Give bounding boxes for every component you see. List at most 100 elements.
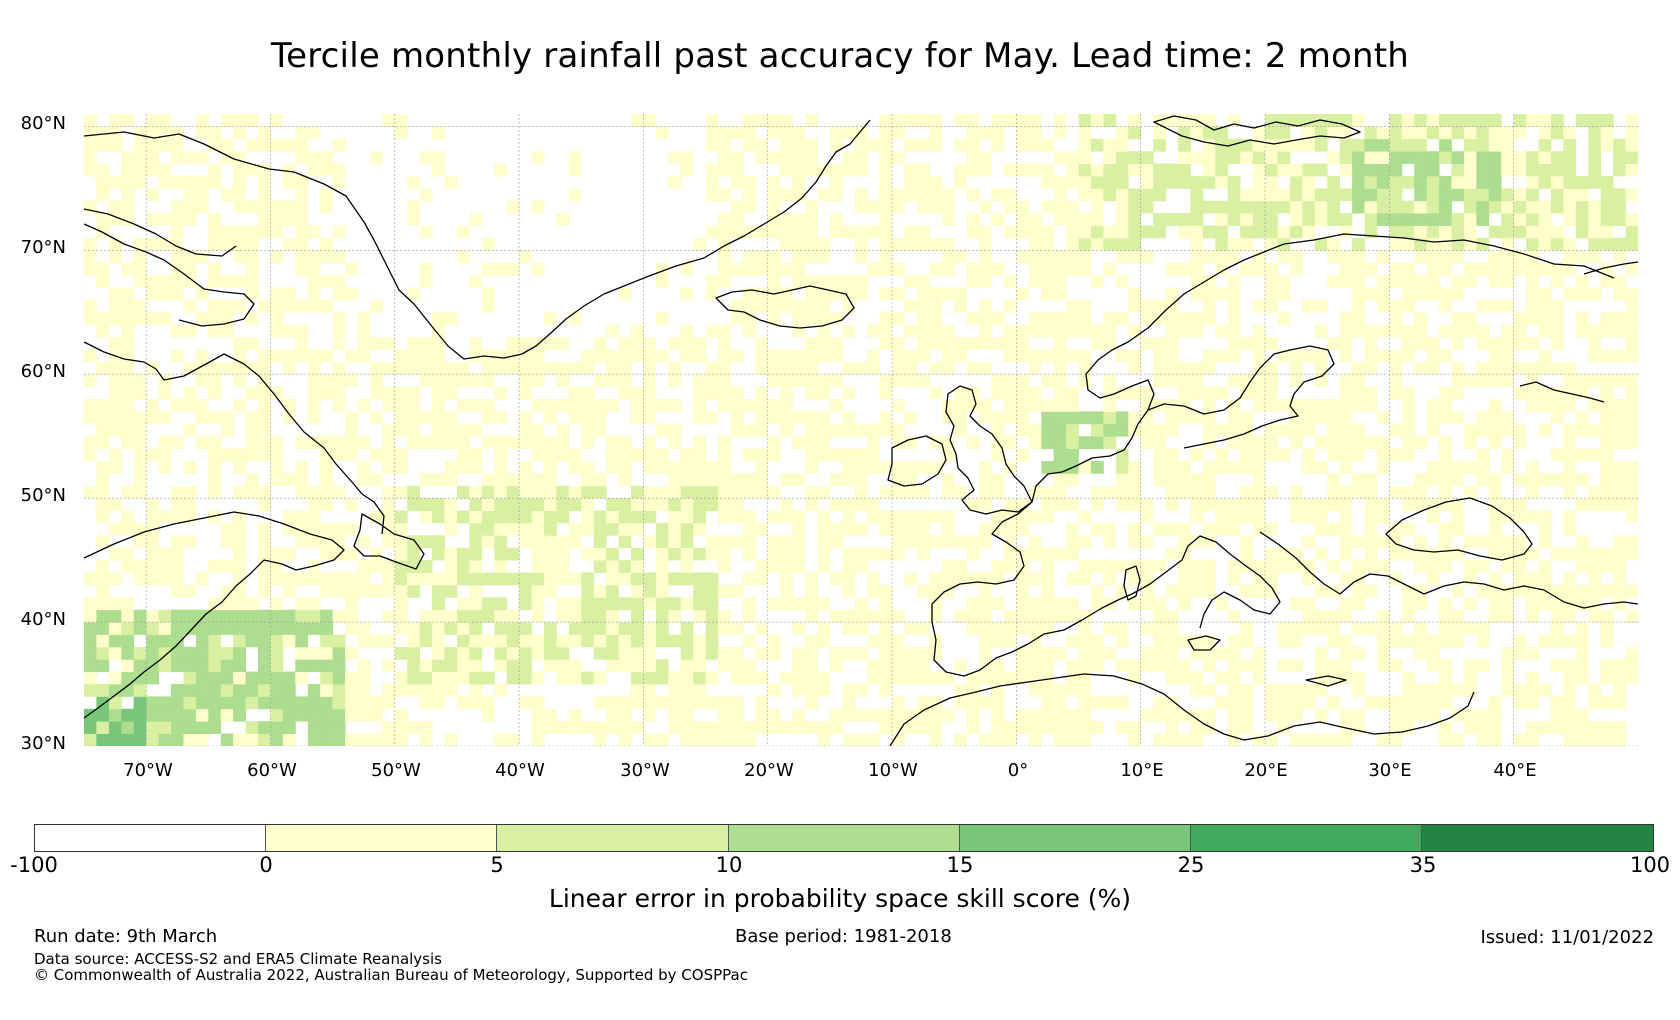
skill-cell [705, 597, 719, 611]
skill-cell [805, 349, 818, 363]
skill-cell [1339, 349, 1353, 363]
skill-cell [1314, 200, 1328, 214]
skill-cell [1289, 138, 1303, 152]
skill-cell [1526, 684, 1539, 697]
skill-cell [84, 163, 97, 177]
skill-cell [929, 138, 943, 152]
skill-cell [345, 287, 358, 301]
skill-cell [1115, 386, 1129, 400]
skill-cell [1240, 634, 1253, 648]
skill-cell [718, 609, 731, 623]
skill-cell [805, 151, 818, 164]
colorbar-tick: 0 [259, 853, 273, 877]
skill-cell [332, 399, 346, 412]
skill-cell [1016, 386, 1030, 400]
skill-cell [84, 708, 97, 722]
skill-cell [84, 299, 97, 313]
skill-cell [730, 498, 744, 511]
skill-cell [1240, 498, 1253, 511]
skill-cell [1439, 684, 1452, 697]
skill-cell [295, 634, 309, 648]
skill-cell [904, 374, 918, 387]
skill-cell [1165, 374, 1179, 387]
skill-cell [1128, 324, 1142, 338]
skill-cell [96, 436, 110, 449]
skill-cell [1339, 597, 1353, 611]
skill-cell [1538, 138, 1552, 152]
skill-cell [892, 374, 905, 387]
skill-cell [1464, 163, 1477, 177]
skill-cell [171, 721, 184, 734]
skill-cell [593, 535, 607, 549]
skill-cell [345, 547, 358, 561]
skill-cell [121, 485, 135, 499]
skill-cell [606, 522, 619, 536]
skill-score-map[interactable] [84, 114, 1638, 746]
skill-cell [655, 634, 669, 648]
skill-cell [1227, 114, 1241, 127]
skill-cell [121, 423, 135, 437]
skill-cell [1625, 237, 1638, 251]
skill-cell [792, 473, 806, 487]
skill-cell [767, 200, 781, 214]
skill-cell [655, 733, 669, 746]
skill-cell [879, 646, 893, 660]
skill-cell [1563, 684, 1577, 697]
skill-cell [941, 560, 955, 573]
skill-cell [767, 560, 781, 573]
skill-cell [1364, 163, 1378, 177]
skill-cell [1041, 250, 1055, 264]
skill-cell [879, 250, 893, 264]
skill-cell [1314, 324, 1328, 338]
skill-cell [1302, 461, 1316, 474]
skill-cell [1563, 448, 1577, 462]
skill-cell [307, 275, 321, 288]
skill-cell [792, 361, 806, 375]
skill-cell [904, 176, 918, 189]
skill-cell [1140, 498, 1154, 511]
skill-cell [693, 461, 706, 474]
skill-cell [842, 696, 856, 710]
skill-cell [755, 299, 769, 313]
skill-cell [892, 349, 905, 363]
skill-cell [705, 275, 719, 288]
skill-cell [1464, 560, 1477, 573]
skill-cell [1227, 510, 1241, 524]
skill-cell [1625, 609, 1638, 623]
skill-cell [556, 659, 570, 673]
skill-cell [1501, 213, 1514, 226]
skill-cell [966, 213, 980, 226]
skill-cell [1041, 138, 1055, 152]
skill-cell [1439, 225, 1452, 239]
skill-cell [345, 733, 358, 746]
map-panel[interactable] [84, 114, 1638, 746]
skill-cell [357, 560, 371, 573]
skill-cell [1115, 213, 1129, 226]
skill-cell [121, 684, 135, 697]
skill-cell [183, 671, 197, 685]
skill-cell [1314, 684, 1328, 697]
skill-cell [1364, 622, 1378, 635]
skill-cell [867, 448, 880, 462]
skill-cell [1625, 114, 1638, 127]
skill-cell [655, 485, 669, 499]
skill-cell [829, 572, 843, 586]
skill-cell [593, 696, 607, 710]
skill-cell [941, 237, 955, 251]
skill-cell [432, 151, 445, 164]
skill-cell [1028, 684, 1042, 697]
skill-cell [1376, 151, 1390, 164]
skill-cell [618, 572, 632, 586]
skill-cell [1314, 213, 1328, 226]
skill-cell [1115, 696, 1129, 710]
skill-cell [1178, 361, 1191, 375]
skill-cell [469, 461, 483, 474]
skill-cell [494, 659, 508, 673]
skill-cell [1439, 436, 1452, 449]
skill-cell [854, 684, 868, 697]
skill-cell [1165, 634, 1179, 648]
skill-cell [1414, 176, 1427, 189]
skill-cell [755, 262, 769, 276]
skill-cell [581, 547, 595, 561]
skill-cell [233, 461, 246, 474]
